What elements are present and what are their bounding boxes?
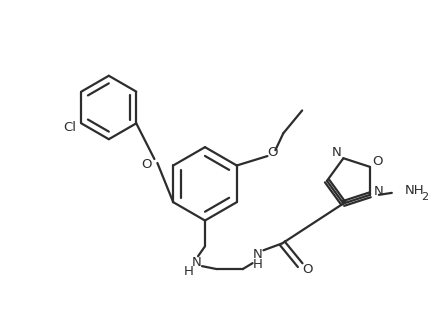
Text: 2: 2 — [421, 192, 428, 202]
Text: N: N — [331, 146, 341, 159]
Text: O: O — [372, 155, 382, 168]
Text: H: H — [184, 265, 194, 278]
Text: O: O — [267, 146, 277, 159]
Text: O: O — [301, 263, 312, 276]
Text: Cl: Cl — [63, 121, 76, 134]
Text: H: H — [252, 258, 262, 271]
Text: O: O — [141, 159, 151, 171]
Text: N: N — [252, 248, 262, 261]
Text: NH: NH — [404, 184, 424, 197]
Text: N: N — [192, 256, 202, 269]
Text: N: N — [373, 185, 383, 198]
